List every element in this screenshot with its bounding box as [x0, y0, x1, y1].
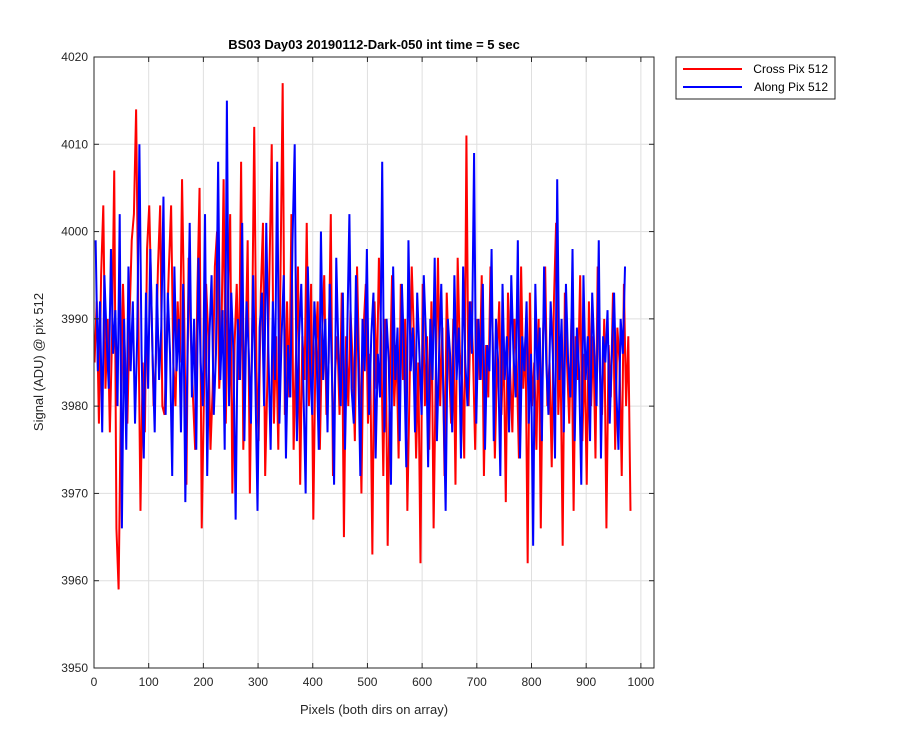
x-tick-label: 400	[303, 675, 323, 689]
x-tick-label: 100	[139, 675, 159, 689]
axis-ticks: 0 100 200 300 400 500 600 700 800 900 1000 3950 3960…	[61, 50, 654, 689]
legend-label-along: Along Pix 512	[754, 80, 828, 94]
x-tick-label: 800	[521, 675, 541, 689]
x-tick-label: 700	[467, 675, 487, 689]
plot-frame	[93, 56, 655, 669]
y-tick-label: 4010	[61, 137, 88, 151]
y-tick-label: 3950	[61, 661, 88, 675]
x-tick-label: 300	[248, 675, 268, 689]
x-tick-label: 900	[576, 675, 596, 689]
y-tick-label: 3990	[61, 312, 88, 326]
y-tick-label: 3970	[61, 486, 88, 500]
chart-title: BS03 Day03 20190112-Dark-050 int time = …	[228, 37, 520, 52]
x-tick-label: 600	[412, 675, 432, 689]
legend-label-cross: Cross Pix 512	[753, 62, 828, 76]
series-line-along	[94, 100, 627, 546]
legend-box	[675, 56, 836, 100]
x-tick-label: 500	[357, 675, 377, 689]
x-tick-label: 200	[193, 675, 213, 689]
x-tick-label: 0	[91, 675, 98, 689]
x-tick-label: 1000	[628, 675, 655, 689]
legend: Cross Pix 512 Along Pix 512	[675, 56, 836, 100]
y-tick-label: 3960	[61, 574, 88, 588]
x-axis-label: Pixels (both dirs on array)	[300, 702, 448, 717]
series-layer	[94, 83, 632, 590]
y-axis-label: Signal (ADU) @ pix 512	[31, 293, 46, 431]
y-tick-label: 4000	[61, 225, 88, 239]
y-tick-label: 4020	[61, 50, 88, 64]
y-tick-label: 3980	[61, 399, 88, 413]
